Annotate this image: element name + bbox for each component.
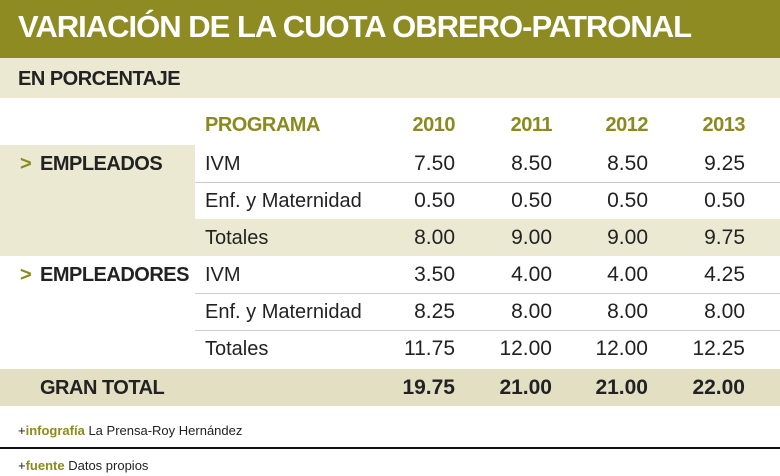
value-cell: 11.75 [404,337,455,360]
footer-label: fuente [25,458,65,473]
subtitle: EN PORCENTAJE [18,68,181,90]
program-cell: Totales [205,338,269,360]
value-cell: 12.25 [692,337,745,360]
row-rule [195,293,780,294]
value-cell: 8.25 [414,300,455,323]
value-cell: 0.50 [414,189,455,212]
value-cell: 0.50 [607,189,648,212]
row-rule [195,182,780,183]
total-value: 21.00 [595,376,648,399]
footer-rule [0,447,780,449]
total-band [0,369,780,406]
title: VARIACIÓN DE LA CUOTA OBRERO-PATRONAL [18,9,692,44]
program-cell: Totales [205,227,269,249]
column-header: 2011 [510,114,553,136]
program-cell: Enf. y Maternidad [205,190,362,212]
value-cell: 8.50 [511,152,552,175]
value-cell: 9.25 [704,152,745,175]
title-bar [0,0,780,58]
value-cell: 4.00 [607,263,648,286]
total-label: GRAN TOTAL [40,377,165,399]
program-cell: IVM [205,153,241,175]
value-cell: 8.50 [607,152,648,175]
footer-line: +infografía La Prensa-Roy Hernández [18,423,242,438]
value-cell: 3.50 [414,263,455,286]
value-cell: 8.00 [414,226,455,249]
column-header: 2012 [605,114,649,136]
value-cell: 0.50 [704,189,745,212]
value-cell: 9.75 [704,226,745,249]
group-marker: > [20,153,32,175]
column-header: PROGRAMA [205,114,320,136]
group-band [0,145,195,256]
footer-line: +fuente Datos propios [18,458,148,473]
row-band [195,219,780,256]
value-cell: 4.00 [511,263,552,286]
value-cell: 12.00 [595,337,648,360]
program-cell: IVM [205,264,241,286]
program-cell: Enf. y Maternidad [205,301,362,323]
column-header: 2010 [412,114,456,136]
value-cell: 9.00 [607,226,648,249]
total-value: 22.00 [692,376,745,399]
total-value: 21.00 [499,376,552,399]
footer-text: La Prensa-Roy Hernández [88,423,243,438]
value-cell: 8.00 [704,300,745,323]
bullet: + [18,423,26,438]
value-cell: 0.50 [511,189,552,212]
footer-text: Datos propios [68,458,149,473]
footer-label: infografía [25,423,85,438]
value-cell: 4.25 [704,263,745,286]
value-cell: 8.00 [607,300,648,323]
total-value: 19.75 [402,376,455,399]
value-cell: 12.00 [499,337,552,360]
subtitle-bar [0,58,780,98]
value-cell: 8.00 [511,300,552,323]
group-label: EMPLEADOS [40,153,163,175]
column-header: 2013 [702,114,746,136]
value-cell: 9.00 [511,226,552,249]
row-rule [195,330,780,331]
group-label: EMPLEADORES [40,264,189,286]
bullet: + [18,458,26,473]
value-cell: 7.50 [414,152,455,175]
group-marker: > [20,264,32,286]
